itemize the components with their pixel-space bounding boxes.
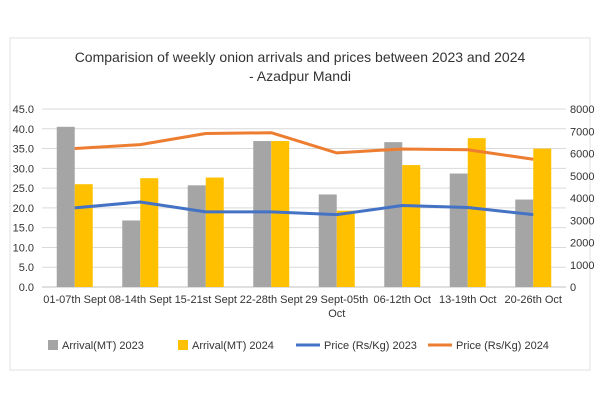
right-tick-label: 2000 bbox=[570, 238, 594, 250]
bar-arrival-mt-2024 bbox=[271, 141, 290, 287]
bar-arrival-mt-2024 bbox=[205, 177, 224, 287]
x-tick-label: 15-21st Sept bbox=[175, 294, 237, 306]
legend-label: Price (Rs/Kg) 2024 bbox=[456, 340, 549, 352]
x-tick-label: Oct bbox=[328, 308, 345, 320]
left-tick-label: 0.0 bbox=[19, 282, 34, 294]
x-tick-label: 08-14th Sept bbox=[109, 294, 172, 306]
left-tick-label: 35.0 bbox=[13, 144, 34, 156]
line-price-rs-kg-2023 bbox=[74, 200, 534, 217]
right-tick-label: 3000 bbox=[570, 215, 594, 227]
bar-arrival-mt-2023 bbox=[187, 185, 206, 287]
line-price-rs-kg-2024 bbox=[74, 131, 534, 161]
left-tick-label: 5.0 bbox=[19, 262, 34, 274]
left-tick-label: 30.0 bbox=[13, 163, 34, 175]
legend-label: Price (Rs/Kg) 2023 bbox=[324, 340, 417, 352]
chart-title-line-1: Comparision of weekly onion arrivals and… bbox=[75, 49, 526, 65]
legend-label: Arrival(MT) 2023 bbox=[62, 340, 144, 352]
bar-arrival-mt-2023 bbox=[449, 173, 468, 287]
x-tick-label: 01-07th Sept bbox=[43, 294, 106, 306]
bar-arrival-mt-2023 bbox=[56, 126, 75, 287]
left-tick-label: 25.0 bbox=[13, 183, 34, 195]
bar-arrival-mt-2024 bbox=[74, 184, 93, 287]
x-tick-label: 13-19th Oct bbox=[439, 294, 496, 306]
chart-border bbox=[9, 37, 591, 371]
bar-arrival-mt-2023 bbox=[515, 199, 534, 287]
bar-arrival-mt-2024 bbox=[533, 148, 552, 287]
left-tick-label: 40.0 bbox=[13, 124, 34, 136]
x-tick-label: 20-26th Oct bbox=[505, 294, 562, 306]
bar-arrival-mt-2023 bbox=[122, 220, 141, 287]
bar-arrival-mt-2024 bbox=[336, 210, 355, 287]
right-tick-label: 8000 bbox=[570, 104, 594, 116]
x-tick-label: 29 Sept-05th bbox=[305, 294, 368, 306]
right-tick-label: 7000 bbox=[570, 126, 594, 138]
right-tick-label: 5000 bbox=[570, 171, 594, 183]
x-tick-label: 06-12th Oct bbox=[374, 294, 431, 306]
bar-arrival-mt-2023 bbox=[318, 194, 337, 287]
bar-arrival-mt-2023 bbox=[384, 142, 403, 287]
right-tick-label: 6000 bbox=[570, 149, 594, 161]
legend-label: Arrival(MT) 2024 bbox=[192, 340, 274, 352]
legend-swatch bbox=[48, 340, 58, 350]
bar-arrival-mt-2023 bbox=[253, 141, 272, 287]
legend-swatch bbox=[178, 340, 188, 350]
right-tick-label: 1000 bbox=[570, 260, 594, 272]
bar-arrival-mt-2024 bbox=[467, 138, 486, 287]
bar-arrival-mt-2024 bbox=[140, 178, 159, 287]
left-tick-label: 10.0 bbox=[13, 242, 34, 254]
right-tick-label: 4000 bbox=[570, 193, 594, 205]
left-tick-label: 15.0 bbox=[13, 223, 34, 235]
chart-title-line-2: - Azadpur Mandi bbox=[249, 68, 351, 84]
left-tick-label: 20.0 bbox=[13, 203, 34, 215]
bar-arrival-mt-2024 bbox=[402, 165, 421, 287]
left-tick-label: 45.0 bbox=[13, 104, 34, 116]
right-tick-label: 0 bbox=[570, 282, 576, 294]
x-tick-label: 22-28th Sept bbox=[240, 294, 303, 306]
